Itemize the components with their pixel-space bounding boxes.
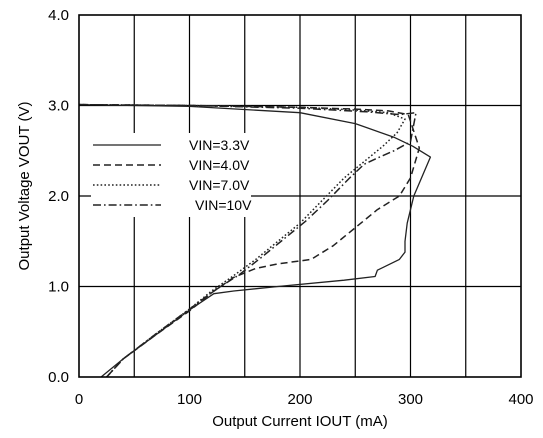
y-axis-label: Output Voltage VOUT (V) <box>16 102 33 271</box>
legend-label: VIN=7.0V <box>189 177 250 193</box>
x-tick-label: 300 <box>398 391 423 408</box>
x-axis-label: Output Current IOUT (mA) <box>212 413 388 430</box>
legend-label: VIN=4.0V <box>189 157 250 173</box>
series-line-1 <box>78 103 421 378</box>
plot-frame <box>78 14 522 378</box>
grid <box>79 15 521 377</box>
y-tick-label: 3.0 <box>48 98 69 115</box>
legend: VIN=3.3V VIN=4.0V VIN=7.0V VIN=10V <box>91 133 252 217</box>
y-tick-label: 4.0 <box>48 7 69 24</box>
y-tick-label: 0.0 <box>48 369 69 386</box>
x-tick-label: 0 <box>75 391 83 408</box>
legend-label: VIN=3.3V <box>189 137 250 153</box>
tick-labels: 0 100 200 300 400 0.0 1.0 2.0 3.0 4.0 <box>48 7 533 408</box>
x-tick-label: 100 <box>177 391 202 408</box>
x-tick-label: 400 <box>508 391 533 408</box>
y-tick-label: 1.0 <box>48 279 69 296</box>
x-tick-label: 200 <box>287 391 312 408</box>
legend-background <box>91 133 251 217</box>
series-line-0 <box>78 103 432 378</box>
y-tick-label: 2.0 <box>48 188 69 205</box>
series-group <box>78 103 432 378</box>
series-line-3 <box>78 103 417 378</box>
legend-label: VIN=10V <box>195 197 252 213</box>
